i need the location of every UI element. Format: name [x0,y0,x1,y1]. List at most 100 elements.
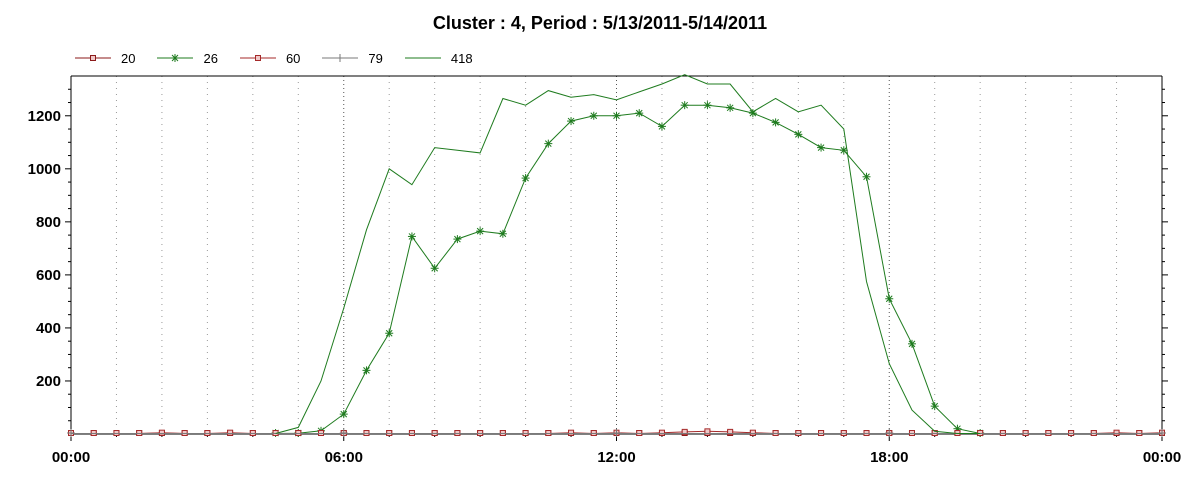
marker-stroke [772,119,779,126]
legend-label: 60 [285,50,301,66]
data-point [727,428,734,435]
data-point [362,366,371,375]
data-point [612,111,621,120]
chart-title: Cluster : 4, Period : 5/13/2011-5/14/201… [432,13,768,33]
x-tick-label: 18:00 [870,449,908,466]
data-point [749,429,756,436]
data-point [589,111,598,120]
marker-stroke [794,130,802,138]
legend-item-79: 79 [322,50,383,66]
data-point [657,122,666,131]
data-point [658,429,665,436]
data-point [544,139,553,148]
marker-stroke [885,295,893,303]
y-tick-label: 1200 [28,108,61,125]
legend-swatch [239,55,276,61]
series-26 [271,101,985,437]
data-point [498,229,507,238]
data-point [817,143,826,152]
legend-swatch [75,55,111,61]
series-418 [275,74,981,434]
marker-stroke [172,54,179,62]
data-point [453,235,462,244]
legend-swatch [157,54,194,62]
data-point [568,429,575,436]
data-point [67,429,75,437]
legend-item-20: 20 [75,51,135,66]
data-point [612,429,621,437]
chart-legend: 20 26 60 79 418 [75,48,495,68]
data-point [885,429,894,437]
legend-swatch [404,57,441,59]
series-line [275,104,981,434]
marker-stroke [726,104,734,112]
data-point [726,103,735,112]
y-tick-label: 200 [36,373,61,390]
data-point [158,429,165,436]
data-point [521,174,530,183]
legend-label: 26 [203,50,218,66]
x-tick-label: 12:00 [597,449,635,466]
marker-stroke [635,109,643,117]
data-point [680,101,689,110]
y-tick-label: 400 [36,320,61,337]
y-tick-label: 1000 [28,161,61,178]
data-point [862,172,871,181]
marker-stroke [385,329,393,337]
x-tick-label: 06:00 [325,449,363,466]
data-point [339,429,348,437]
legend-marker [90,55,96,61]
marker-stroke [704,101,711,109]
data-point [385,329,394,338]
y-tick-label: 800 [36,214,61,231]
legend-marker [171,54,180,62]
marker-stroke [863,173,870,181]
marker-stroke [499,230,507,238]
marker-stroke [567,117,575,125]
marker-stroke [476,227,484,235]
x-tick-label: 00:00 [52,449,90,466]
data-point [1113,429,1120,436]
data-point [1158,429,1166,437]
data-point [407,232,416,241]
y-tick-label: 600 [36,267,61,284]
legend-marker [336,54,345,62]
marker-stroke [658,123,666,130]
legend-item-60: 60 [239,50,301,66]
data-point [681,428,688,435]
marker-stroke [544,140,552,147]
data-point [430,264,439,273]
legend-swatch [322,54,359,62]
data-point [703,101,712,110]
data-point [885,294,894,303]
marker-stroke [817,144,825,151]
marker-stroke [590,112,598,120]
marker-stroke [931,402,939,410]
marker-stroke [681,101,689,109]
data-point [771,118,780,127]
data-point [476,227,485,236]
legend-label: 20 [121,50,136,66]
marker-stroke [363,367,370,374]
marker-stroke [431,264,439,272]
legend-label: 418 [450,50,473,66]
marker-stroke [340,410,348,418]
marker-stroke [908,340,916,348]
marker-stroke [522,174,529,182]
marker-stroke [613,112,620,120]
x-tick-label: 00:00 [1143,449,1181,466]
series-line [275,74,981,434]
marker-stroke [454,235,461,243]
marker-stroke [840,146,848,154]
data-point [567,117,576,126]
legend-label: 79 [368,50,383,66]
data-point [635,109,644,118]
marker-stroke [408,233,416,240]
data-point [930,402,939,411]
legend-item-26: 26 [157,50,218,66]
data-point [339,410,348,419]
legend-marker [254,55,261,61]
legend-item-418: 418 [404,50,473,66]
data-point [227,429,234,436]
